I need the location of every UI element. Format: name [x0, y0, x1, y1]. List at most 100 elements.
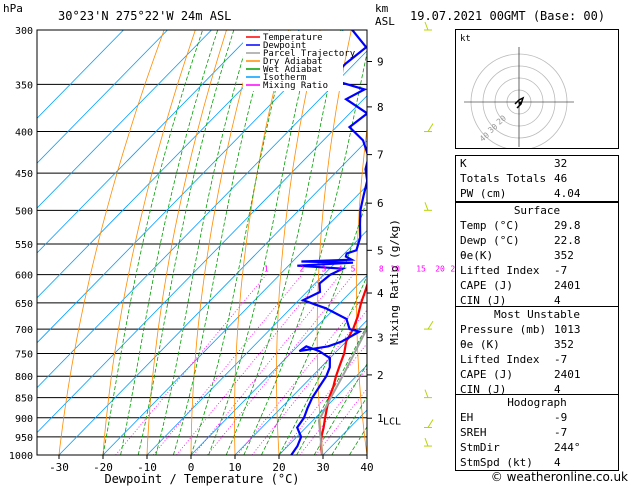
wind-barb — [424, 202, 429, 211]
surface-label: Temp (°C) — [460, 219, 520, 232]
most-unstable-row: Pressure (mb) 1013 — [456, 322, 618, 337]
pressure-tick-300: 300 — [15, 26, 33, 37]
wet-adiabat — [331, 396, 367, 455]
pressure-tick-700: 700 — [15, 325, 33, 336]
most-unstable-label: Lifted Index — [460, 353, 540, 366]
hodograph-ring-label-20: 20 — [495, 113, 508, 126]
location-title: 30°23'N 275°22'W 24m ASL — [58, 9, 231, 23]
series-dewpoint — [290, 30, 367, 455]
wet-adiabat — [243, 51, 367, 455]
x-tick--10: -10 — [137, 461, 157, 474]
km-tick-4: 4 — [377, 287, 384, 300]
surface-row: Lifted Index -7 — [456, 263, 618, 278]
surface-label: θe(K) — [460, 249, 494, 262]
hodograph-param-value: 4 — [554, 456, 561, 469]
x-tick-20: 20 — [272, 461, 285, 474]
most-unstable-value: -7 — [554, 353, 568, 366]
x-tick-40: 40 — [360, 461, 373, 474]
surface-label: CIN (J) — [460, 294, 507, 307]
x-tick-0: 0 — [188, 461, 195, 474]
hodograph-param-value: -7 — [554, 426, 568, 439]
most-unstable-row: CIN (J) 4 — [456, 382, 618, 397]
dry-adiabat — [356, 125, 367, 455]
isotherm--40 — [37, 95, 367, 434]
wind-barb — [424, 21, 429, 31]
pressure-tick-550: 550 — [15, 240, 33, 251]
x-tick--30: -30 — [49, 461, 69, 474]
surface-label: Lifted Index — [460, 264, 540, 277]
wet-adiabat — [173, 30, 271, 455]
x-axis-label: Dewpoint / Temperature (°C) — [104, 472, 299, 486]
index-row: Totals Totals 46 — [456, 171, 618, 186]
surface-row: CIN (J) 4 — [456, 293, 618, 308]
pressure-tick-450: 450 — [15, 169, 33, 180]
legend-item-3: Dry Adiabat — [263, 57, 323, 67]
isotherm--70 — [37, 30, 300, 299]
index-row: PW (cm) 4.04 — [456, 186, 618, 201]
pressure-tick-1000: 1000 — [9, 451, 33, 462]
surface-value: 2401 — [554, 279, 581, 292]
dry-adiabat — [276, 30, 321, 455]
surface-label: Dewp (°C) — [460, 234, 520, 247]
index-label: K — [460, 157, 467, 170]
surface-row: CAPE (J) 2401 — [456, 278, 618, 293]
dry-adiabat — [102, 30, 196, 455]
pressure-tick-600: 600 — [15, 271, 33, 282]
wind-barb — [424, 389, 429, 398]
most-unstable-row: Lifted Index -7 — [456, 352, 618, 367]
hodograph-param-label: StmDir — [460, 441, 500, 454]
surface-value: 352 — [554, 249, 574, 262]
wet-adiabat — [296, 324, 367, 455]
pressure-tick-500: 500 — [15, 206, 33, 217]
dry-adiabat — [234, 30, 290, 455]
most-unstable-label: Pressure (mb) — [460, 323, 547, 336]
wind-barb — [427, 123, 434, 132]
datetime-title: 19.07.2021 00GMT (Base: 00) — [410, 9, 605, 23]
most-unstable-value: 4 — [554, 383, 561, 396]
index-value: 46 — [554, 172, 568, 185]
most-unstable-value: 352 — [554, 338, 574, 351]
isotherm--50 — [37, 50, 367, 389]
legend-item-6: Mixing Ratio — [263, 81, 328, 91]
km-tick-2: 2 — [377, 369, 384, 382]
wet-adiabat — [102, 30, 203, 455]
index-label: Totals Totals — [460, 172, 547, 185]
surface-value: 29.8 — [554, 219, 581, 232]
index-label: PW (cm) — [460, 187, 507, 200]
lcl-label: LCL — [383, 417, 401, 428]
wet-adiabat — [120, 30, 219, 455]
hodograph-param-label: EH — [460, 411, 474, 424]
km-tick-5: 5 — [377, 244, 384, 257]
isotherm--60 — [37, 30, 344, 344]
mixing-ratio-label-3: 3 — [322, 265, 327, 274]
surface-title: Surface — [513, 204, 561, 217]
hodograph-table-title: Hodograph — [507, 396, 567, 409]
isotherm--80 — [37, 30, 256, 254]
most-unstable-row: θe (K) 352 — [456, 337, 618, 352]
surface-value: 4 — [554, 294, 561, 307]
pressure-tick-400: 400 — [15, 128, 33, 139]
asl-label: ASL — [375, 15, 395, 28]
mixing-ratio-label-10: 10 — [390, 265, 400, 274]
most-unstable-table: Most Unstable Pressure (mb) 1013 θe (K) 352… — [455, 306, 619, 398]
km-tick-9: 9 — [377, 55, 384, 68]
legend-item-0: Temperature — [263, 33, 323, 43]
surface-label: CAPE (J) — [460, 279, 513, 292]
x-tick-10: 10 — [228, 461, 241, 474]
isotherm--90 — [37, 30, 212, 209]
mixing-ratio-label-1: 1 — [264, 265, 269, 274]
hodograph-storm-motion — [518, 101, 522, 105]
km-label: km — [375, 2, 389, 15]
hodograph-param-row: StmSpd (kt) 4 — [456, 455, 618, 470]
mixing-ratio-line-1 — [115, 274, 267, 455]
surface-value: -7 — [554, 264, 568, 277]
km-tick-7: 7 — [377, 149, 384, 162]
mixing-ratio-label-4: 4 — [338, 265, 343, 274]
mixing-ratio-label-15: 15 — [416, 265, 426, 274]
km-tick-8: 8 — [377, 101, 384, 114]
surface-row: θe(K) 352 — [456, 248, 618, 263]
isotherm--110 — [37, 30, 124, 119]
wet-adiabat — [190, 30, 292, 455]
isotherm-0 — [190, 274, 367, 455]
